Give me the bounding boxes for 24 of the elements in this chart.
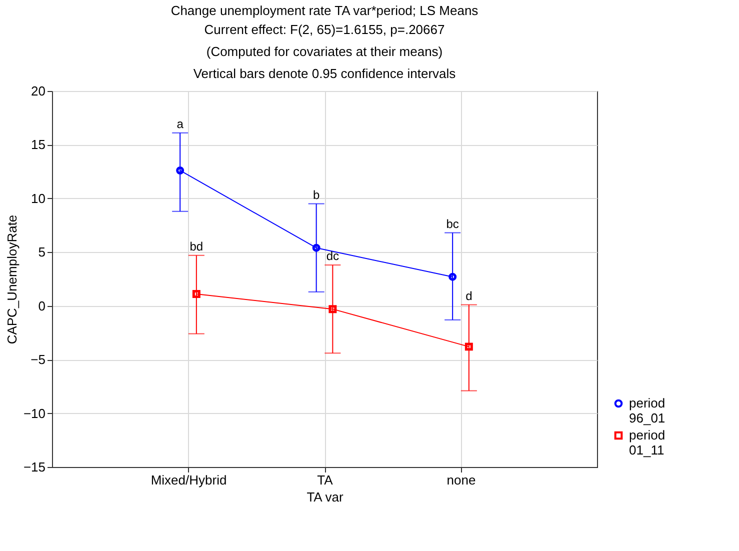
annotation: a [176, 116, 184, 131]
y-tick-label: −15 [23, 460, 46, 474]
text: Vertical bars denote 0.95 confidence intervals [193, 66, 456, 81]
y-tick-label: 10 [31, 190, 46, 206]
annotation: dc [326, 249, 340, 264]
text: Current effect: F(2, 65)=1.6155, p=.20667 [204, 22, 445, 37]
y-tick-label: −5 [30, 352, 46, 368]
legend-label: period 01_11 [629, 428, 666, 458]
y-tick-label: 0 [38, 298, 46, 314]
x-tick-label: none [446, 472, 476, 488]
annotation: b [312, 188, 320, 202]
text: (Computed for covariates at their means) [206, 44, 443, 59]
y-axis-title: CAPC_UnemployRate [4, 214, 20, 344]
annotation: bc [446, 216, 459, 231]
x-tick-label: TA [317, 472, 334, 488]
chart-title: Change unemployment rate TA var*period; LS Means [170, 3, 479, 18]
y-tick-label: −10 [23, 406, 46, 421]
x-axis-title: TA var [306, 490, 344, 504]
annotation: d [466, 288, 472, 303]
y-tick-label: 15 [31, 137, 46, 152]
x-tick-label: Mixed/Hybrid [150, 472, 227, 488]
y-tick-label: 20 [31, 84, 46, 98]
y-tick-label: 5 [38, 244, 46, 260]
annotation: bd [190, 239, 204, 254]
